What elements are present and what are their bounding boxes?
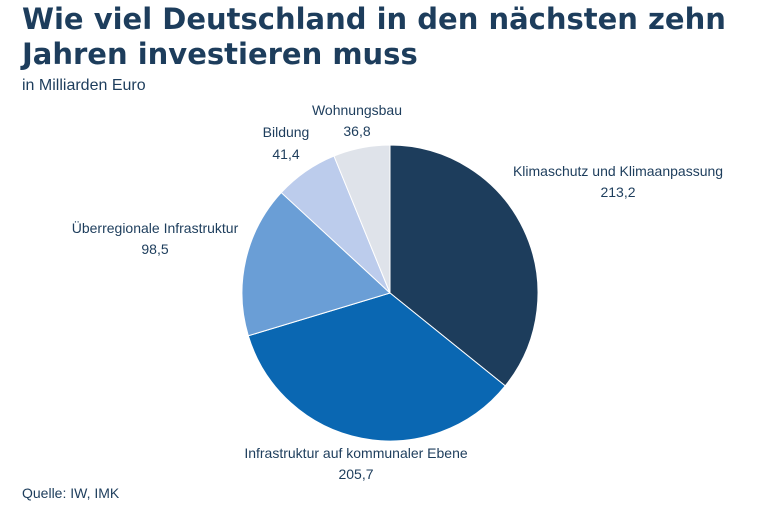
pie-slice-kommunal — [247, 292, 506, 442]
chart-title: Wie viel Deutschland in den nächsten zeh… — [22, 2, 726, 71]
pie-slice-wohnungsbau — [333, 144, 391, 294]
slice-label-wohnungsbau: Wohnungsbau — [312, 102, 402, 118]
slice-value-wohnungsbau: 36,8 — [343, 123, 370, 139]
pie-slice-klimaschutz — [389, 144, 539, 387]
slice-value-klimaschutz: 213,2 — [600, 184, 635, 200]
chart-subtitle: in Milliarden Euro — [22, 77, 146, 94]
source-note: Quelle: IW, IMK — [22, 485, 120, 501]
slice-value-bildung: 41,4 — [272, 146, 299, 162]
pie-slice-ueberregional — [241, 191, 391, 337]
slice-value-ueberregional: 98,5 — [141, 241, 168, 257]
slice-label-ueberregional: Überregionale Infrastruktur — [72, 219, 239, 236]
slice-label-klimaschutz: Klimaschutz und Klimaanpassung — [513, 163, 723, 179]
slice-label-kommunal: Infrastruktur auf kommunaler Ebene — [244, 445, 468, 461]
slice-label-bildung: Bildung — [263, 124, 310, 140]
slice-value-kommunal: 205,7 — [338, 466, 373, 482]
